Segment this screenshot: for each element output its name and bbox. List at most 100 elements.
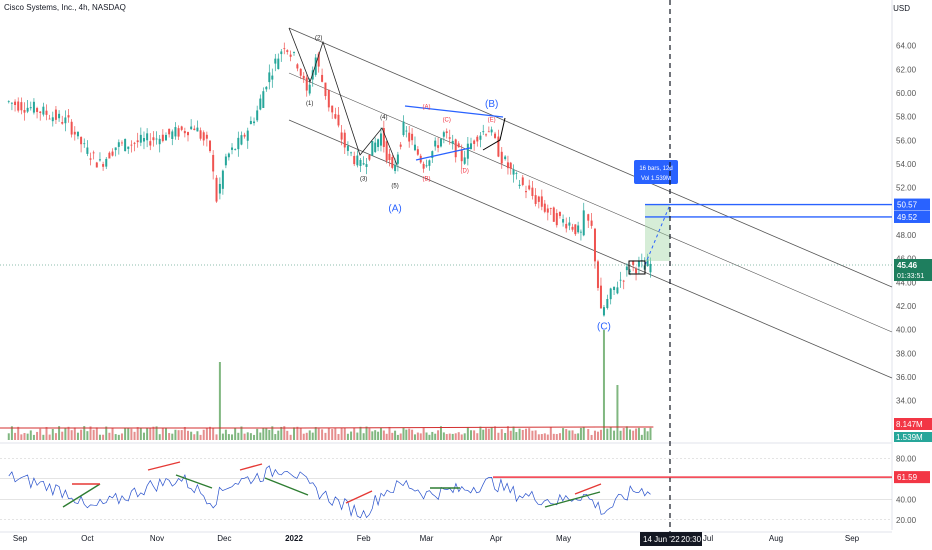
volume-bar	[577, 433, 580, 440]
candle-body	[283, 48, 286, 50]
volume-bar	[540, 434, 543, 440]
candle-body	[637, 261, 640, 267]
volume-bar	[271, 426, 274, 440]
volume-bar	[314, 427, 317, 440]
volume-bar	[174, 429, 177, 440]
countdown-label: 01:33:51	[897, 273, 924, 280]
candle-body	[587, 214, 590, 221]
candle-body	[20, 102, 23, 111]
candle-body	[317, 53, 320, 67]
volume-bar	[518, 428, 521, 440]
candle-body	[515, 173, 518, 174]
volume-bar	[231, 434, 234, 440]
volume-bar	[543, 433, 546, 440]
target-level-badge	[894, 210, 930, 223]
candle-body	[196, 127, 199, 132]
candle-body	[130, 144, 133, 146]
candle-body	[482, 131, 485, 133]
volume-bar	[568, 430, 571, 440]
volume-bar	[405, 429, 408, 440]
candle-body	[32, 101, 35, 113]
candle-body	[237, 137, 240, 150]
candle-body	[479, 135, 482, 140]
channel-line	[288, 119, 893, 379]
volume-bar	[485, 428, 488, 440]
candle-body	[146, 133, 149, 141]
volume-bar	[259, 432, 262, 440]
volume-bar	[629, 429, 632, 440]
volume-bar	[524, 428, 527, 440]
volume-bar	[331, 429, 334, 440]
candle-body	[359, 159, 362, 166]
volume-bar	[593, 430, 596, 440]
volume-bar	[308, 430, 311, 440]
price-tick-label: 60.00	[896, 89, 917, 98]
candle-body	[89, 158, 92, 160]
candle-body	[350, 152, 353, 154]
candle-body	[120, 142, 123, 144]
volume-bar	[102, 434, 105, 440]
volume-bar	[571, 430, 574, 440]
volume-bar	[619, 430, 622, 440]
candle-body	[209, 140, 212, 152]
candle-body	[531, 187, 534, 197]
candle-body	[485, 134, 488, 136]
candle-body	[268, 72, 271, 83]
volume-bar	[149, 428, 152, 440]
volume-bar	[187, 430, 190, 440]
volume-bar	[268, 429, 271, 440]
candle-body	[457, 143, 460, 148]
volume-bar	[451, 433, 454, 440]
volume-bar	[10, 426, 13, 440]
candle-body	[431, 151, 434, 158]
candle-body	[26, 107, 29, 112]
candle-body	[51, 117, 54, 122]
candle-body	[391, 157, 394, 168]
volume-bar	[632, 430, 635, 440]
volume-bar	[130, 428, 133, 440]
candle-body	[231, 147, 234, 150]
volume-bar	[408, 428, 411, 440]
volume-bar	[337, 434, 340, 440]
volume-bar	[92, 429, 95, 440]
candle-body	[437, 145, 440, 148]
volume-bar	[111, 428, 114, 440]
volume-bar	[48, 434, 51, 440]
volume-bar	[302, 433, 305, 440]
candle-body	[190, 126, 193, 130]
volume-bar	[555, 434, 558, 440]
candle-body	[36, 108, 39, 112]
volume-bar	[454, 433, 457, 440]
volume-bar	[439, 426, 442, 440]
time-tick-label: Nov	[150, 534, 164, 543]
volume-bar	[537, 434, 540, 440]
candle-body	[365, 164, 368, 167]
wave-impulse-path	[288, 27, 398, 166]
triangle-lower-line	[415, 147, 471, 161]
volume-bar	[346, 433, 349, 440]
volume-bar	[196, 431, 199, 440]
candle-body	[494, 133, 497, 138]
candle-body	[500, 151, 503, 164]
volume-bar	[86, 431, 89, 440]
candle-body	[632, 261, 635, 266]
candle-body	[73, 131, 76, 135]
candle-body	[540, 196, 543, 207]
candle-body	[571, 226, 574, 230]
volume-bar	[183, 426, 186, 440]
volume-bar	[155, 426, 158, 440]
rsi-divergence-line	[147, 461, 181, 471]
volume-bar	[359, 426, 362, 440]
volume-bar	[124, 428, 127, 440]
volume-bar	[460, 434, 463, 440]
candle-body	[54, 109, 57, 120]
volume-bar	[317, 428, 320, 440]
volume-projected-label: 1.539M	[896, 433, 923, 442]
volume-bar	[394, 430, 397, 440]
projection-tooltip-vol: Vol 1.539M	[641, 176, 671, 182]
candle-body	[149, 141, 152, 146]
volume-bar	[646, 431, 649, 440]
candle-body	[174, 127, 177, 137]
candle-body	[590, 220, 593, 226]
